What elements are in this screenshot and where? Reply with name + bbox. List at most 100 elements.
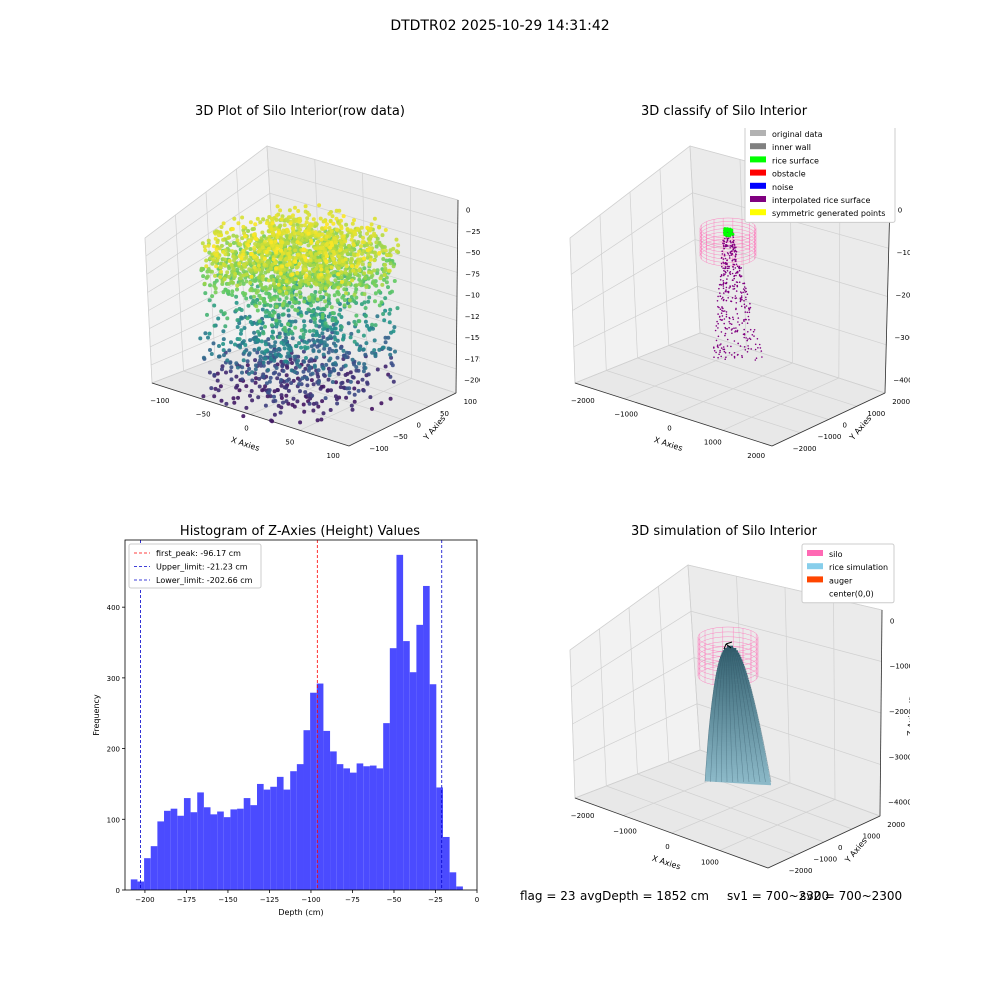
p2-point: [724, 326, 726, 329]
p1-point: [200, 241, 205, 246]
p1-point: [213, 386, 218, 391]
p1-point: [380, 248, 385, 253]
p1-point: [317, 232, 322, 237]
p1-point: [323, 396, 328, 401]
p1-point: [261, 274, 265, 279]
p1-point: [248, 288, 253, 293]
hist-bar: [330, 751, 337, 890]
p2-point: [733, 263, 736, 266]
p2-point: [743, 300, 745, 302]
p1-point: [278, 354, 283, 359]
p1-point: [225, 316, 230, 321]
p1-point: [274, 250, 279, 254]
p1-point: [280, 240, 285, 245]
p1-point: [369, 270, 374, 275]
p1-point: [316, 274, 321, 279]
p1-point: [317, 203, 322, 208]
p2-point: [735, 290, 738, 292]
p1-point: [321, 335, 326, 340]
p2-point: [731, 245, 734, 247]
p1-point: [271, 371, 276, 376]
p1-point: [354, 295, 359, 300]
p1-point: [339, 270, 344, 275]
p2-legend-swatch: [750, 169, 766, 176]
p1-point: [220, 364, 225, 369]
p1-z-tick-label: 0: [466, 207, 470, 215]
p2-point: [728, 352, 731, 354]
p2-point: [726, 270, 729, 272]
p2-point: [724, 270, 726, 273]
p4-auger-marker: [723, 641, 733, 650]
p1-point: [239, 266, 244, 271]
p1-point: [231, 266, 236, 271]
p2-point: [720, 319, 723, 321]
p1-point: [245, 316, 250, 321]
p1-point: [361, 333, 366, 338]
p1-point: [388, 261, 393, 266]
p1-point: [336, 272, 341, 277]
p1-point: [275, 294, 280, 299]
p1-point: [286, 251, 291, 256]
p1-point: [206, 335, 210, 340]
p1-point: [257, 346, 262, 351]
hist-legend-label: Upper_limit: -21.23 cm: [156, 563, 248, 572]
p2-point: [735, 297, 738, 299]
p2-point: [736, 313, 739, 315]
p1-point: [312, 340, 317, 345]
p2-surface-point: [724, 233, 728, 237]
p2-point: [719, 344, 721, 346]
p1-point: [210, 294, 215, 299]
p2-point: [717, 356, 719, 359]
p1-point: [347, 390, 352, 395]
p2-point: [720, 262, 723, 265]
p1-point: [280, 303, 285, 308]
p1-point: [346, 321, 351, 326]
p1-point: [379, 401, 384, 406]
p1-point: [221, 342, 226, 346]
p2-point: [733, 357, 736, 359]
hist-frame: [124, 539, 478, 891]
p1-point: [383, 296, 388, 301]
p4-grid-z: [571, 610, 882, 688]
p1-point: [295, 399, 300, 404]
p1-point: [216, 388, 221, 393]
p1-point: [230, 289, 235, 294]
p1-point: [330, 316, 335, 321]
p2-point: [735, 274, 737, 277]
p1-point: [240, 370, 244, 375]
p2-point: [719, 279, 722, 281]
p1-point: [321, 352, 326, 357]
p1-point: [303, 366, 308, 371]
p1-point: [339, 240, 344, 245]
p2-point: [722, 283, 724, 286]
p1-point: [264, 381, 269, 386]
p1-point: [345, 233, 350, 238]
p1-point: [347, 274, 352, 279]
p1-point: [375, 367, 380, 372]
p1-point: [277, 331, 282, 336]
p2-point: [721, 253, 724, 255]
p1-grid-z: [146, 192, 458, 275]
p1-point: [371, 326, 375, 331]
hist-bar: [436, 787, 443, 890]
p1-point: [272, 281, 276, 286]
p1-point: [309, 344, 314, 349]
p1-point: [284, 393, 289, 398]
p2-z-axis-line: [884, 199, 891, 394]
p1-point: [272, 394, 276, 399]
p1-point: [339, 218, 343, 223]
p2-point: [723, 245, 725, 248]
p1-point: [254, 376, 258, 381]
p2-point: [735, 327, 737, 329]
p2-point: [717, 305, 719, 308]
p1-point: [347, 298, 352, 303]
hist-y-axis-label: Frequency: [92, 694, 101, 736]
p1-point: [372, 338, 377, 343]
p2-point: [721, 250, 723, 252]
p1-point: [275, 246, 280, 251]
p1-point: [313, 290, 318, 294]
hist-bar: [396, 554, 404, 890]
hist-x-tick-label: 0: [475, 896, 479, 904]
p2-point: [732, 266, 734, 268]
p1-point: [301, 349, 306, 354]
